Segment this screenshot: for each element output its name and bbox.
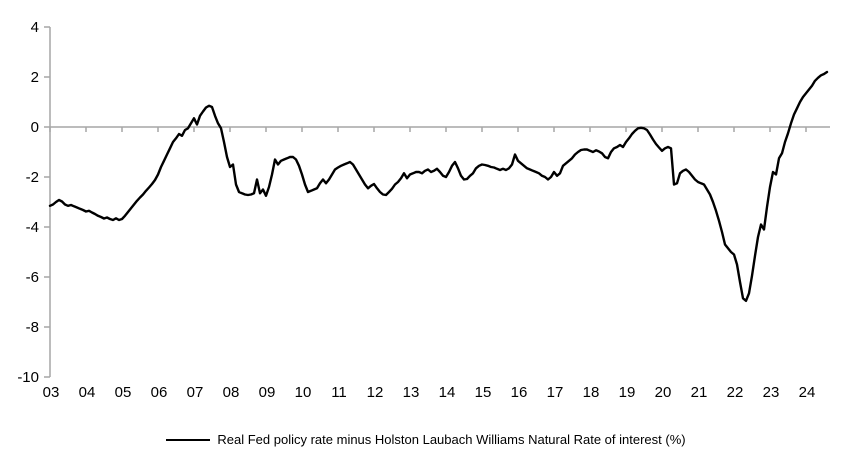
x-tick-label: 08: [223, 384, 240, 401]
x-tick-label: 11: [331, 384, 347, 401]
x-tick-label: 09: [259, 384, 276, 401]
x-tick-label: 13: [403, 384, 420, 401]
x-tick-label: 12: [367, 384, 384, 401]
x-tick-label: 07: [187, 384, 204, 401]
x-tick-label: 19: [619, 384, 636, 401]
x-tick-label: 04: [79, 384, 96, 401]
x-tick-label: 14: [439, 384, 456, 401]
x-tick-label: 03: [43, 384, 60, 401]
y-tick-label: -8: [26, 319, 39, 336]
x-tick-label: 21: [691, 384, 708, 401]
y-tick-label: -6: [26, 269, 39, 286]
x-tick-label: 17: [547, 384, 564, 401]
x-tick-label: 24: [799, 384, 816, 401]
y-tick-label: -10: [17, 369, 39, 386]
x-tick-label: 16: [511, 384, 528, 401]
y-tick-label: 0: [31, 119, 39, 136]
legend: Real Fed policy rate minus Holston Lauba…: [0, 432, 852, 447]
x-tick-label: 15: [475, 384, 492, 401]
x-tick-label: 22: [727, 384, 744, 401]
x-tick-label: 06: [151, 384, 168, 401]
y-tick-label: -4: [26, 219, 39, 236]
x-tick-label: 05: [115, 384, 132, 401]
x-tick-label: 20: [655, 384, 672, 401]
x-tick-label: 23: [763, 384, 780, 401]
legend-series-label: Real Fed policy rate minus Holston Lauba…: [217, 432, 686, 447]
y-tick-label: -2: [26, 169, 39, 186]
data-series-line: [48, 70, 829, 302]
y-tick-label: 2: [31, 69, 39, 86]
x-tick-label: 10: [295, 384, 312, 401]
x-tick-label: 18: [583, 384, 600, 401]
y-tick-label: 4: [31, 19, 39, 36]
legend-line-marker: [166, 438, 211, 441]
